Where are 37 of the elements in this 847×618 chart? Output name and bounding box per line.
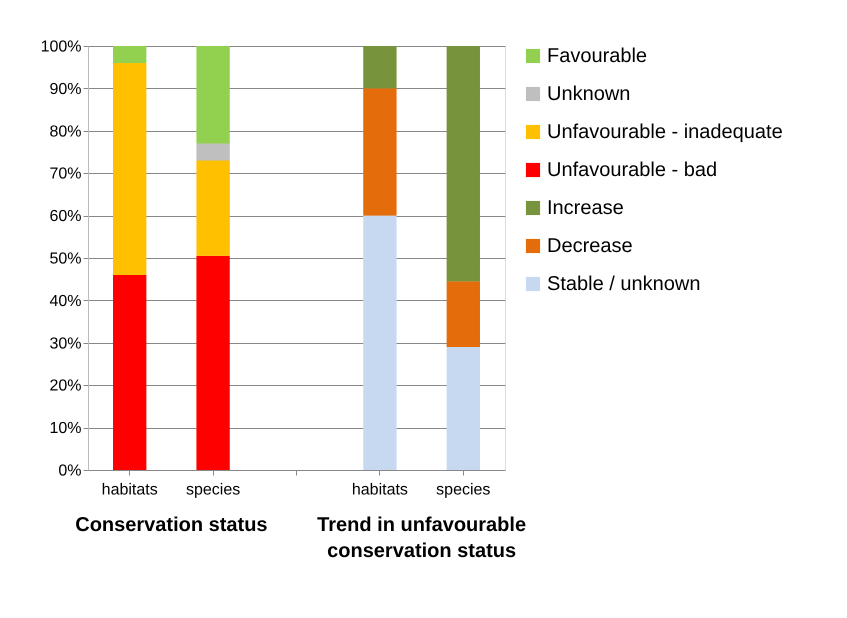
- text: Trend in unfavourable conservation status: [317, 514, 526, 562]
- legend-label: Increase: [547, 197, 624, 219]
- x-tick-label: habitats: [102, 482, 158, 498]
- y-tick-label: 90%: [49, 80, 82, 98]
- y-tick-label: 40%: [49, 292, 82, 310]
- y-tick-label: 10%: [49, 420, 82, 438]
- y-tick-label: 30%: [49, 335, 82, 352]
- legend-label: Unfavourable - inadequate: [547, 121, 783, 143]
- x-tick-label: species: [436, 482, 490, 498]
- x-tick-label: habitats: [352, 482, 408, 498]
- x-tick-label: species: [186, 482, 240, 498]
- legend-label: Decrease: [547, 235, 633, 257]
- y-tick-label: 70%: [49, 166, 82, 183]
- bar: [196, 160, 230, 256]
- bar: [363, 216, 397, 470]
- y-tick-label: 0%: [58, 462, 82, 480]
- bar: [113, 62, 146, 275]
- bar: [196, 144, 230, 160]
- y-tick-label: 80%: [49, 123, 82, 140]
- bar: [196, 256, 230, 470]
- text: Conservation status: [75, 514, 268, 536]
- bar: [113, 274, 146, 470]
- legend-label: Stable / unknown: [547, 273, 700, 295]
- bar: [446, 281, 480, 348]
- bar: [196, 46, 230, 144]
- y-tick-label: 60%: [49, 208, 82, 226]
- legend-label: Unfavourable - bad: [547, 159, 718, 181]
- bar: [113, 46, 146, 63]
- y-tick-label: 20%: [49, 378, 82, 395]
- bar: [446, 46, 480, 282]
- bar: [363, 88, 397, 216]
- bar: [446, 347, 480, 470]
- legend-label: Unknown: [547, 83, 630, 105]
- legend-label: Favourable: [547, 45, 648, 67]
- bar: [363, 46, 397, 88]
- y-tick-label: 100%: [40, 38, 82, 56]
- y-tick-label: 50%: [49, 250, 82, 268]
